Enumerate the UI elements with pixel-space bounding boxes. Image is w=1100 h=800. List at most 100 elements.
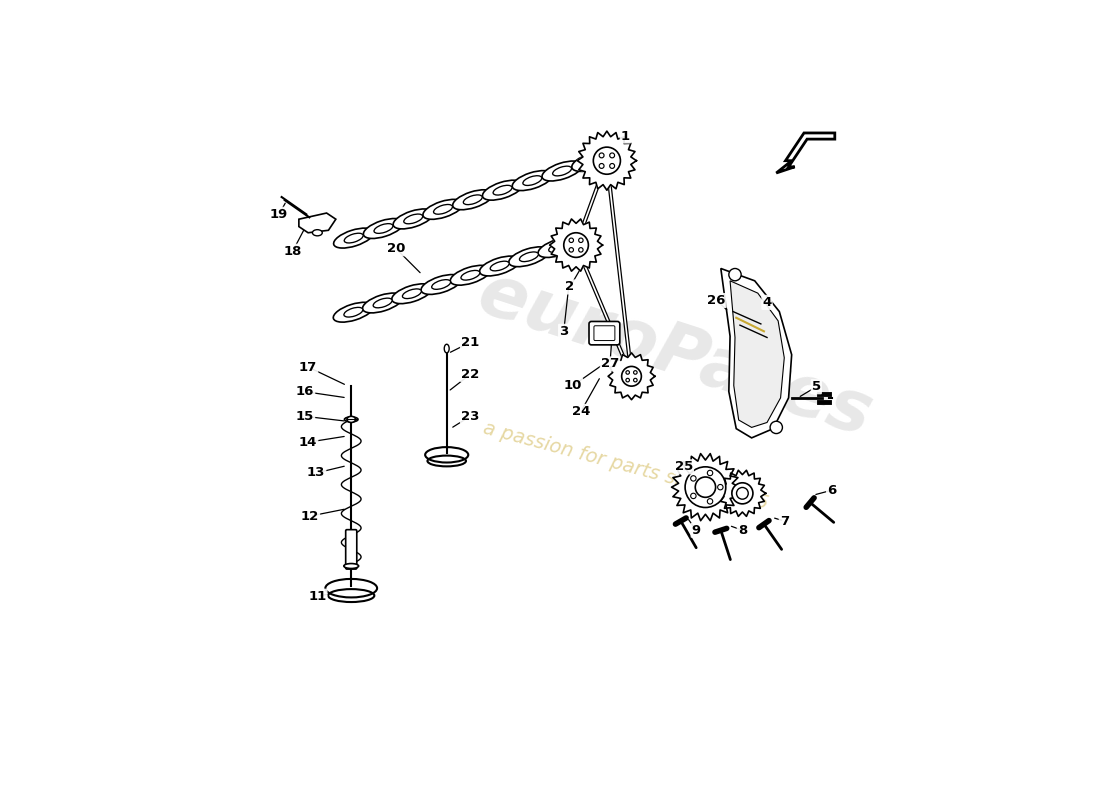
Text: 13: 13 [307,466,326,479]
Text: 9: 9 [692,524,701,537]
Ellipse shape [450,266,491,285]
FancyBboxPatch shape [345,530,356,569]
Ellipse shape [404,214,422,224]
Ellipse shape [493,186,512,195]
Ellipse shape [480,256,520,276]
Text: 7: 7 [780,514,789,527]
Ellipse shape [333,302,374,322]
Text: 12: 12 [300,510,319,522]
Ellipse shape [363,293,403,313]
Ellipse shape [392,284,432,304]
Ellipse shape [344,563,359,569]
Circle shape [600,153,604,158]
Text: 2: 2 [565,281,574,294]
Text: 17: 17 [299,361,317,374]
Circle shape [569,248,573,252]
Ellipse shape [344,417,358,422]
Ellipse shape [344,234,363,243]
Ellipse shape [509,247,549,266]
Circle shape [737,487,748,499]
Text: 20: 20 [387,242,406,255]
Ellipse shape [333,228,374,248]
Text: 3: 3 [559,325,569,338]
Text: euroPares: euroPares [469,258,880,451]
Circle shape [609,163,615,168]
Text: 8: 8 [738,524,747,537]
Text: 21: 21 [461,336,480,349]
Circle shape [569,238,573,242]
Ellipse shape [453,190,493,210]
Text: 25: 25 [674,460,693,474]
Text: 15: 15 [296,410,315,423]
Text: 6: 6 [827,484,836,497]
Ellipse shape [463,195,482,205]
Circle shape [593,147,620,174]
Text: 10: 10 [564,379,582,392]
Circle shape [691,476,696,481]
Ellipse shape [328,589,374,602]
Text: 11: 11 [308,590,327,602]
Ellipse shape [513,170,552,190]
FancyBboxPatch shape [588,322,619,345]
Text: 14: 14 [299,436,317,449]
Ellipse shape [393,209,433,229]
Circle shape [707,498,713,504]
Ellipse shape [433,205,452,214]
Text: 27: 27 [601,358,619,370]
Polygon shape [550,219,603,271]
Ellipse shape [491,261,509,271]
Circle shape [695,477,716,498]
Polygon shape [608,353,654,400]
Ellipse shape [582,157,602,166]
Circle shape [634,370,637,374]
Polygon shape [671,454,739,521]
Ellipse shape [428,455,466,466]
Ellipse shape [552,166,572,176]
Circle shape [770,422,782,434]
Ellipse shape [542,161,582,181]
Ellipse shape [549,242,568,252]
Text: 16: 16 [296,385,315,398]
Circle shape [579,238,583,242]
Ellipse shape [363,218,404,238]
Circle shape [600,163,604,168]
Polygon shape [299,213,336,233]
Ellipse shape [421,274,461,294]
Polygon shape [578,131,637,190]
Text: 22: 22 [461,368,480,381]
Circle shape [707,470,713,476]
Text: 4: 4 [762,296,772,309]
Circle shape [732,482,752,504]
Ellipse shape [422,199,463,219]
Ellipse shape [373,298,392,308]
Ellipse shape [346,416,355,422]
Text: 23: 23 [461,410,480,423]
Circle shape [685,467,726,507]
Text: 24: 24 [572,405,591,418]
Circle shape [691,494,696,498]
Ellipse shape [444,344,449,353]
Text: 19: 19 [270,208,288,221]
Circle shape [609,153,615,158]
Polygon shape [719,470,766,516]
Ellipse shape [519,252,538,262]
Polygon shape [720,269,792,438]
Circle shape [729,269,741,281]
Ellipse shape [483,180,522,200]
Text: 5: 5 [812,380,821,394]
Text: 1: 1 [620,130,630,142]
Circle shape [579,248,583,252]
Ellipse shape [538,238,579,258]
Polygon shape [730,281,784,427]
Ellipse shape [431,280,451,290]
Text: 26: 26 [707,294,726,307]
Ellipse shape [522,176,542,186]
Ellipse shape [461,270,480,280]
Ellipse shape [374,224,393,234]
Ellipse shape [344,307,363,317]
Circle shape [626,370,629,374]
Circle shape [717,485,723,490]
Text: a passion for parts since 1985: a passion for parts since 1985 [481,418,770,513]
Ellipse shape [403,289,421,298]
Circle shape [563,233,589,258]
